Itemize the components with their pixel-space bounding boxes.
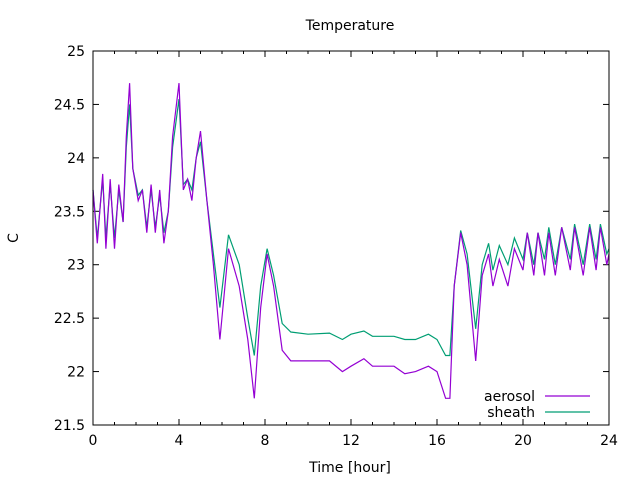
x-tick-label: 0 [89,433,98,449]
x-tick-label: 20 [514,433,532,449]
x-tick-label: 16 [428,433,446,449]
chart-title: Temperature [305,18,395,34]
x-tick-label: 24 [600,433,618,449]
y-tick-label: 25 [67,44,85,60]
y-tick-label: 24.5 [54,97,85,113]
plot-frame [92,50,610,426]
x-axis-label: Time [hour] [308,460,391,476]
series-line-aerosol [92,83,610,399]
x-tick-label: 4 [175,433,184,449]
legend-label-sheath: sheath [487,405,535,421]
y-axis-label: C [6,233,22,243]
y-tick-label: 23.5 [54,204,85,220]
x-tick-label: 12 [342,433,360,449]
y-tick-label: 23 [67,258,85,274]
x-tick-label: 8 [261,433,270,449]
y-tick-label: 22.5 [54,311,85,327]
y-tick-label: 22 [67,365,85,381]
series-line-sheath [92,99,610,357]
legend-label-aerosol: aerosol [484,389,535,405]
y-tick-label: 21.5 [54,418,85,434]
y-tick-label: 24 [67,151,85,167]
